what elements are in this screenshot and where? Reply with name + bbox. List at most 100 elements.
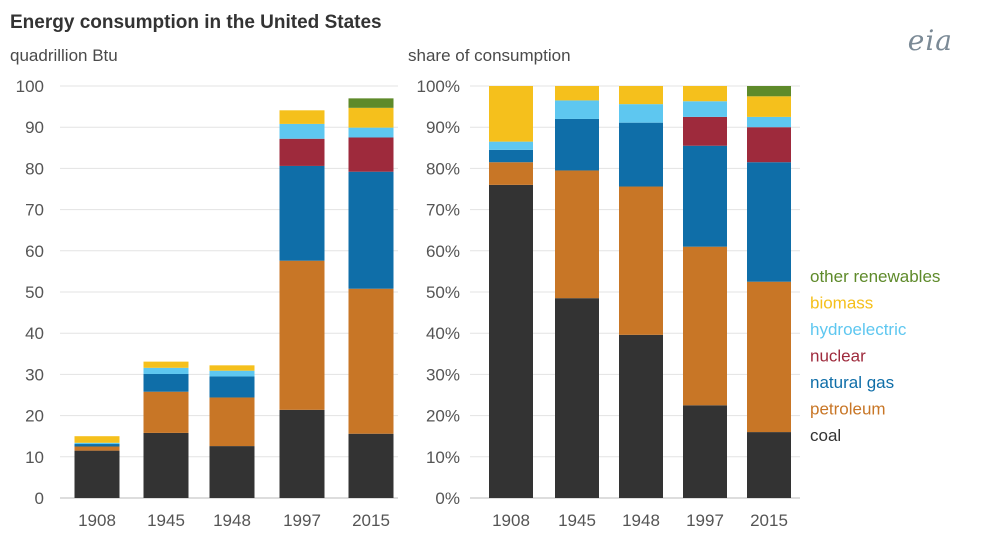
left-y-tick-label: 20 [25, 407, 44, 426]
left-bar-petroleum-1908 [74, 446, 120, 451]
legend-item-other-renewables: other renewables [810, 267, 940, 286]
left-bar-hydroelectric-1997 [279, 123, 325, 139]
right-bar-hydroelectric-1945 [555, 100, 599, 119]
left-y-tick-label: 80 [25, 159, 44, 178]
right-bar-natural-gas-1948 [619, 122, 663, 187]
left-x-tick-label: 2015 [352, 511, 390, 530]
legend-item-coal: coal [810, 426, 841, 445]
right-bar-coal-1997 [683, 405, 727, 498]
left-bar-natural-gas-1948 [209, 376, 255, 398]
right-bar-coal-1945 [555, 298, 599, 498]
left-bar-natural-gas-1945 [143, 373, 189, 392]
right-y-tick-label: 60% [426, 242, 460, 261]
right-bar-hydroelectric-1908 [489, 141, 533, 150]
right-bar-petroleum-1908 [489, 162, 533, 185]
right-bar-biomass-1948 [619, 86, 663, 105]
right-x-tick-label: 1948 [622, 511, 660, 530]
left-x-tick-label: 1997 [283, 511, 321, 530]
right-bar-coal-1908 [489, 184, 533, 498]
left-bar-biomass-1908 [74, 436, 120, 443]
right-bar-petroleum-1997 [683, 246, 727, 406]
right-y-tick-label: 20% [426, 407, 460, 426]
left-bar-coal-1945 [143, 432, 189, 498]
right-bar-petroleum-2015 [747, 281, 791, 433]
left-bar-petroleum-2015 [348, 288, 394, 434]
left-y-tick-label: 0 [35, 489, 44, 508]
right-x-tick-label: 1908 [492, 511, 530, 530]
right-y-tick-label: 40% [426, 324, 460, 343]
right-bar-biomass-1997 [683, 86, 727, 102]
chart-title: Energy consumption in the United States [10, 12, 382, 33]
right-y-tick-label: 0% [435, 489, 460, 508]
left-bar-coal-1997 [279, 409, 325, 498]
left-bar-hydroelectric-2015 [348, 127, 394, 138]
left-bar-coal-2015 [348, 433, 394, 498]
right-bar-coal-2015 [747, 432, 791, 498]
left-y-tick-label: 90 [25, 118, 44, 137]
right-bar-other-renewables-2015 [747, 86, 791, 97]
right-x-tick-label: 2015 [750, 511, 788, 530]
left-x-tick-label: 1948 [213, 511, 251, 530]
right-bar-natural-gas-1908 [489, 149, 533, 163]
right-y-tick-label: 80% [426, 159, 460, 178]
left-bar-hydroelectric-1948 [209, 370, 255, 377]
left-y-tick-label: 50 [25, 283, 44, 302]
left-bar-hydroelectric-1908 [74, 442, 120, 445]
left-chart-unit-label: quadrillion Btu [10, 46, 118, 65]
right-bar-hydroelectric-1948 [619, 104, 663, 123]
right-y-tick-label: 30% [426, 365, 460, 384]
left-bar-hydroelectric-1945 [143, 367, 189, 374]
right-chart-unit-label: share of consumption [408, 46, 571, 65]
left-y-tick-label: 30 [25, 365, 44, 384]
right-bar-natural-gas-2015 [747, 162, 791, 282]
left-bar-biomass-1948 [209, 365, 255, 371]
legend-item-natural-gas: natural gas [810, 373, 894, 392]
left-y-tick-label: 100 [16, 77, 44, 96]
legend-item-petroleum: petroleum [810, 400, 886, 419]
left-bar-natural-gas-1997 [279, 165, 325, 261]
left-bar-nuclear-1997 [279, 138, 325, 166]
eia-logo: eia [907, 24, 953, 57]
left-bar-nuclear-2015 [348, 137, 394, 172]
left-bar-biomass-1945 [143, 361, 189, 368]
left-x-tick-label: 1908 [78, 511, 116, 530]
right-y-tick-label: 10% [426, 448, 460, 467]
legend-item-hydroelectric: hydroelectric [810, 320, 907, 339]
left-bar-petroleum-1945 [143, 391, 189, 433]
left-bar-petroleum-1997 [279, 260, 325, 410]
left-bar-natural-gas-2015 [348, 171, 394, 289]
right-bar-hydroelectric-1997 [683, 101, 727, 117]
left-x-tick-label: 1945 [147, 511, 185, 530]
right-bar-biomass-1945 [555, 86, 599, 101]
left-y-tick-label: 60 [25, 242, 44, 261]
right-y-tick-label: 90% [426, 118, 460, 137]
right-bar-nuclear-1997 [683, 116, 727, 146]
right-y-tick-label: 70% [426, 201, 460, 220]
right-bar-natural-gas-1945 [555, 118, 599, 171]
right-y-tick-label: 50% [426, 283, 460, 302]
legend-item-nuclear: nuclear [810, 347, 866, 366]
left-y-tick-label: 10 [25, 448, 44, 467]
right-x-tick-label: 1945 [558, 511, 596, 530]
right-y-tick-label: 100% [417, 77, 460, 96]
legend-item-biomass: biomass [810, 294, 873, 313]
left-bar-petroleum-1948 [209, 397, 255, 447]
right-bar-coal-1948 [619, 334, 663, 498]
left-bar-coal-1908 [74, 450, 120, 498]
left-bar-natural-gas-1908 [74, 444, 120, 447]
left-bar-biomass-2015 [348, 107, 394, 128]
right-bar-petroleum-1948 [619, 186, 663, 335]
right-bar-biomass-2015 [747, 96, 791, 117]
right-bar-biomass-1908 [489, 86, 533, 142]
right-bar-hydroelectric-2015 [747, 116, 791, 128]
right-bar-petroleum-1945 [555, 170, 599, 299]
right-bar-natural-gas-1997 [683, 145, 727, 247]
left-y-tick-label: 70 [25, 201, 44, 220]
left-bar-biomass-1997 [279, 110, 325, 124]
left-y-tick-label: 40 [25, 324, 44, 343]
left-bar-coal-1948 [209, 446, 255, 498]
right-x-tick-label: 1997 [686, 511, 724, 530]
right-bar-nuclear-2015 [747, 127, 791, 163]
left-bar-other-renewables-2015 [348, 98, 394, 108]
